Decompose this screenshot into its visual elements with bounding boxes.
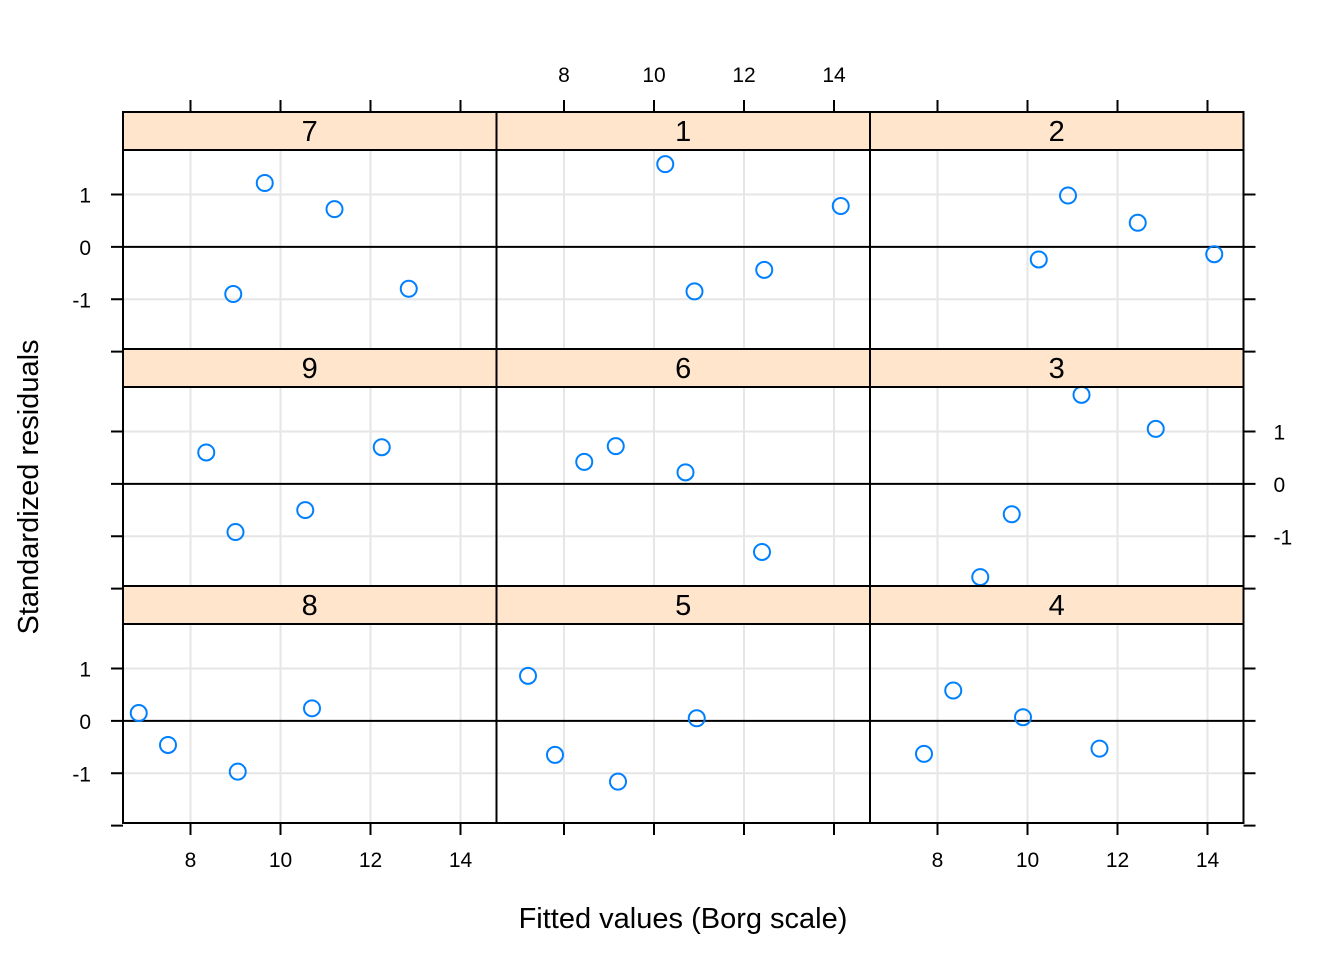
x-tick-label: 12 [359, 849, 382, 872]
data-point [1146, 419, 1165, 438]
x-tick-label: 14 [1196, 849, 1220, 872]
y-tick-label: 1 [1274, 422, 1286, 445]
x-axis-label: Fitted values (Borg scale) [519, 903, 848, 935]
panel-frame [869, 623, 1245, 824]
data-point [546, 745, 564, 764]
x-tick-label: 14 [449, 849, 473, 872]
data-point [944, 681, 963, 700]
panel-frame [869, 386, 1245, 587]
panel-8: 8 [122, 585, 498, 824]
panel-frame [495, 149, 871, 350]
x-tick-label: 8 [558, 64, 570, 87]
data-point [159, 735, 177, 754]
data-point [1128, 213, 1147, 232]
data-point [609, 772, 627, 791]
y-tick-label: 0 [79, 237, 91, 260]
strip-label: 4 [1049, 590, 1065, 622]
panel-frame [495, 386, 871, 587]
data-point [129, 704, 148, 723]
y-axis-label: Standardized residuals [13, 339, 45, 634]
data-point [1059, 186, 1077, 205]
y-tick-label: -1 [72, 289, 91, 312]
data-point [753, 542, 771, 561]
panel-frame [122, 623, 498, 824]
data-point [197, 443, 216, 462]
data-point [676, 463, 695, 482]
y-tick-label: -1 [72, 763, 91, 786]
x-tick-label: 12 [1106, 849, 1129, 872]
y-tick-label: -1 [1274, 526, 1293, 549]
strip-label: 3 [1049, 353, 1065, 385]
x-tick-label: 8 [185, 849, 197, 872]
panel-6: 6 [495, 348, 871, 587]
panel-frame [122, 386, 498, 587]
data-point [399, 279, 418, 298]
data-point [606, 437, 625, 456]
data-point [687, 709, 706, 728]
data-point [226, 523, 245, 542]
panel-9: 9 [122, 348, 498, 587]
axes-layer: 8 10 12 148 10 12 14 8 10 12 14-101-101-101 [72, 64, 1292, 872]
x-tick-label: 10 [642, 64, 665, 87]
strip-label: 9 [302, 353, 318, 385]
data-point [1014, 708, 1032, 727]
panel-5: 5 [495, 585, 871, 824]
strip-label: 1 [675, 116, 691, 148]
data-point [1205, 245, 1224, 264]
data-point [1072, 385, 1091, 404]
data-point [255, 173, 274, 192]
data-point [228, 762, 247, 781]
data-point [685, 282, 704, 301]
data-point [303, 699, 321, 718]
data-point [372, 438, 391, 457]
strip-label: 6 [675, 353, 691, 385]
y-tick-label: 0 [79, 711, 91, 734]
strip-8 [122, 585, 498, 625]
panel-frame [869, 149, 1245, 350]
strip-label: 2 [1049, 116, 1065, 148]
strip-label: 7 [302, 116, 318, 148]
data-point [971, 568, 990, 587]
strip-label: 8 [302, 590, 318, 622]
data-point [519, 666, 537, 685]
data-point [224, 285, 243, 304]
data-point [755, 260, 774, 279]
panels-layer: 7 1 29 6 38 5 4 [122, 111, 1245, 824]
data-point [1002, 505, 1021, 524]
data-point [656, 155, 675, 174]
strip-3 [869, 348, 1245, 388]
strip-6 [495, 348, 871, 388]
panel-3: 3 [869, 348, 1245, 587]
y-tick-label: 0 [1274, 474, 1286, 497]
strip-label: 5 [675, 590, 691, 622]
panel-1: 1 [495, 111, 871, 350]
strip-2 [869, 111, 1245, 151]
data-point [1029, 250, 1048, 269]
x-tick-label: 8 [932, 849, 944, 872]
panel-frame [122, 149, 498, 350]
x-tick-label: 10 [1016, 849, 1039, 872]
y-tick-label: 1 [79, 659, 91, 682]
y-tick-label: 1 [79, 185, 91, 208]
data-point [831, 197, 850, 216]
panel-2: 2 [869, 111, 1245, 350]
panel-7: 7 [122, 111, 498, 350]
data-point [915, 744, 933, 763]
x-tick-label: 10 [269, 849, 292, 872]
panel-frame [495, 623, 871, 824]
x-tick-label: 12 [732, 64, 755, 87]
x-tick-label: 14 [822, 64, 846, 87]
data-point [296, 501, 315, 520]
data-point [575, 452, 594, 471]
data-point [1090, 739, 1109, 758]
panel-4: 4 [869, 585, 1245, 824]
data-point [325, 200, 344, 219]
